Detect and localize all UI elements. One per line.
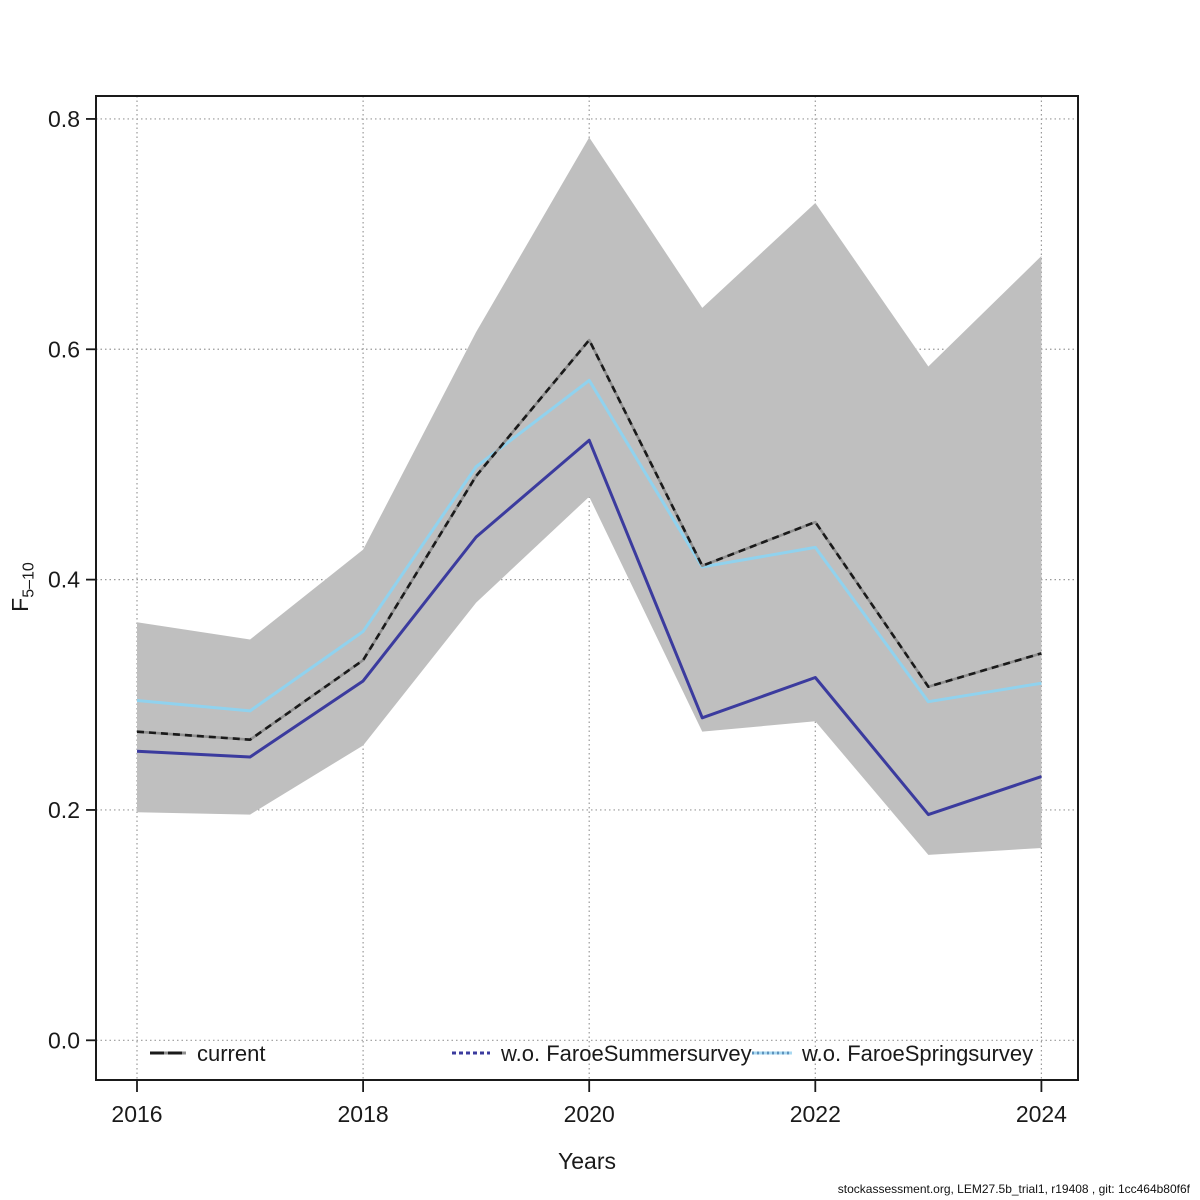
y-axis-title-main: F xyxy=(7,597,33,612)
y-axis-title: F5–10 xyxy=(7,477,41,697)
x-tick-labels: 2016 2018 2020 2022 2024 xyxy=(111,1101,1067,1127)
legend: current w.o. FaroeSummersurvey w.o. FaroeS… xyxy=(150,1041,1033,1066)
footer-citation: stockassessment.org, LEM27.5b_trial1, r1… xyxy=(837,1182,1190,1196)
series-current-line xyxy=(136,338,1042,742)
y-tick-label: 0.2 xyxy=(48,797,80,823)
x-axis-title: Years xyxy=(558,1148,616,1174)
x-tick-label: 2022 xyxy=(790,1101,841,1127)
y-tick-label: 0.4 xyxy=(48,567,80,593)
y-tick-label: 0.8 xyxy=(48,106,80,132)
confidence-band xyxy=(137,137,1042,855)
y-tick-label: 0.0 xyxy=(48,1027,80,1053)
x-tick-label: 2024 xyxy=(1016,1101,1067,1127)
series-wo-faroesummersurvey-line xyxy=(136,438,1042,817)
x-tick-label: 2020 xyxy=(564,1101,615,1127)
x-tick-label: 2018 xyxy=(338,1101,389,1127)
y-axis-title-subscript: 5–10 xyxy=(20,562,38,598)
axis-ticks xyxy=(86,118,1043,1092)
y-tick-labels: 0.0 0.2 0.4 0.6 0.8 xyxy=(48,106,80,1053)
legend-label-wo-faroespringsurvey: w.o. FaroeSpringsurvey xyxy=(801,1041,1033,1066)
plot-border xyxy=(95,95,1079,1081)
x-tick-label: 2016 xyxy=(111,1101,162,1127)
y-tick-label: 0.6 xyxy=(48,336,80,362)
series-wo-faroespringsurvey-line xyxy=(136,378,1042,713)
legend-label-current: current xyxy=(197,1041,265,1066)
legend-label-wo-faroesummersurvey: w.o. FaroeSummersurvey xyxy=(500,1041,752,1066)
